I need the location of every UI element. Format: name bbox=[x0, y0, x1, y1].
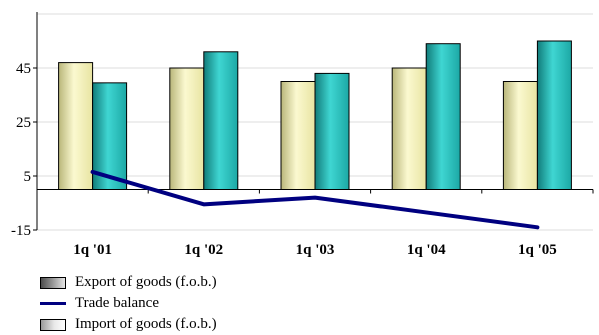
x-category-label: 1q '02 bbox=[184, 242, 223, 258]
bar-export bbox=[203, 51, 239, 190]
bar-import bbox=[280, 81, 316, 190]
trade-balance-line bbox=[90, 169, 540, 230]
y-tick-label: -15 bbox=[11, 223, 31, 239]
bar-import bbox=[391, 67, 427, 190]
legend-item-export: Export of goods (f.o.b.) bbox=[40, 272, 217, 293]
bar-import bbox=[502, 81, 538, 190]
x-category-label: 1q '05 bbox=[518, 242, 557, 258]
y-tick-label: 45 bbox=[16, 61, 31, 77]
legend-label-trade-balance: Trade balance bbox=[75, 295, 159, 311]
legend-swatch-export bbox=[40, 276, 66, 289]
bar-import bbox=[169, 67, 205, 190]
y-tick-label: 25 bbox=[16, 115, 31, 131]
bar-export bbox=[425, 43, 461, 191]
axes bbox=[33, 12, 594, 231]
x-category-label: 1q '04 bbox=[407, 242, 446, 258]
legend-item-import: Import of goods (f.o.b.) bbox=[40, 314, 217, 335]
bars bbox=[58, 40, 572, 191]
legend-label-import: Import of goods (f.o.b.) bbox=[75, 316, 217, 332]
trade-balance-line-group bbox=[90, 169, 540, 230]
bar-export bbox=[314, 72, 350, 190]
x-category-label: 1q '03 bbox=[296, 242, 335, 258]
legend-item-trade-balance: Trade balance bbox=[40, 293, 217, 314]
legend-swatch-import bbox=[40, 318, 66, 331]
legend-label-export: Export of goods (f.o.b.) bbox=[75, 274, 217, 290]
legend: Export of goods (f.o.b.) Trade balance I… bbox=[40, 272, 217, 335]
x-category-label: 1q '01 bbox=[73, 242, 112, 258]
y-tick-label: 5 bbox=[24, 169, 32, 185]
legend-swatch-trade-balance bbox=[40, 302, 66, 305]
tick-labels: -15 5 25 45 1q '01 1q '02 1q '03 1q '04 1q '05 bbox=[11, 61, 557, 258]
bar-import bbox=[58, 62, 94, 190]
bar-export bbox=[536, 40, 572, 190]
